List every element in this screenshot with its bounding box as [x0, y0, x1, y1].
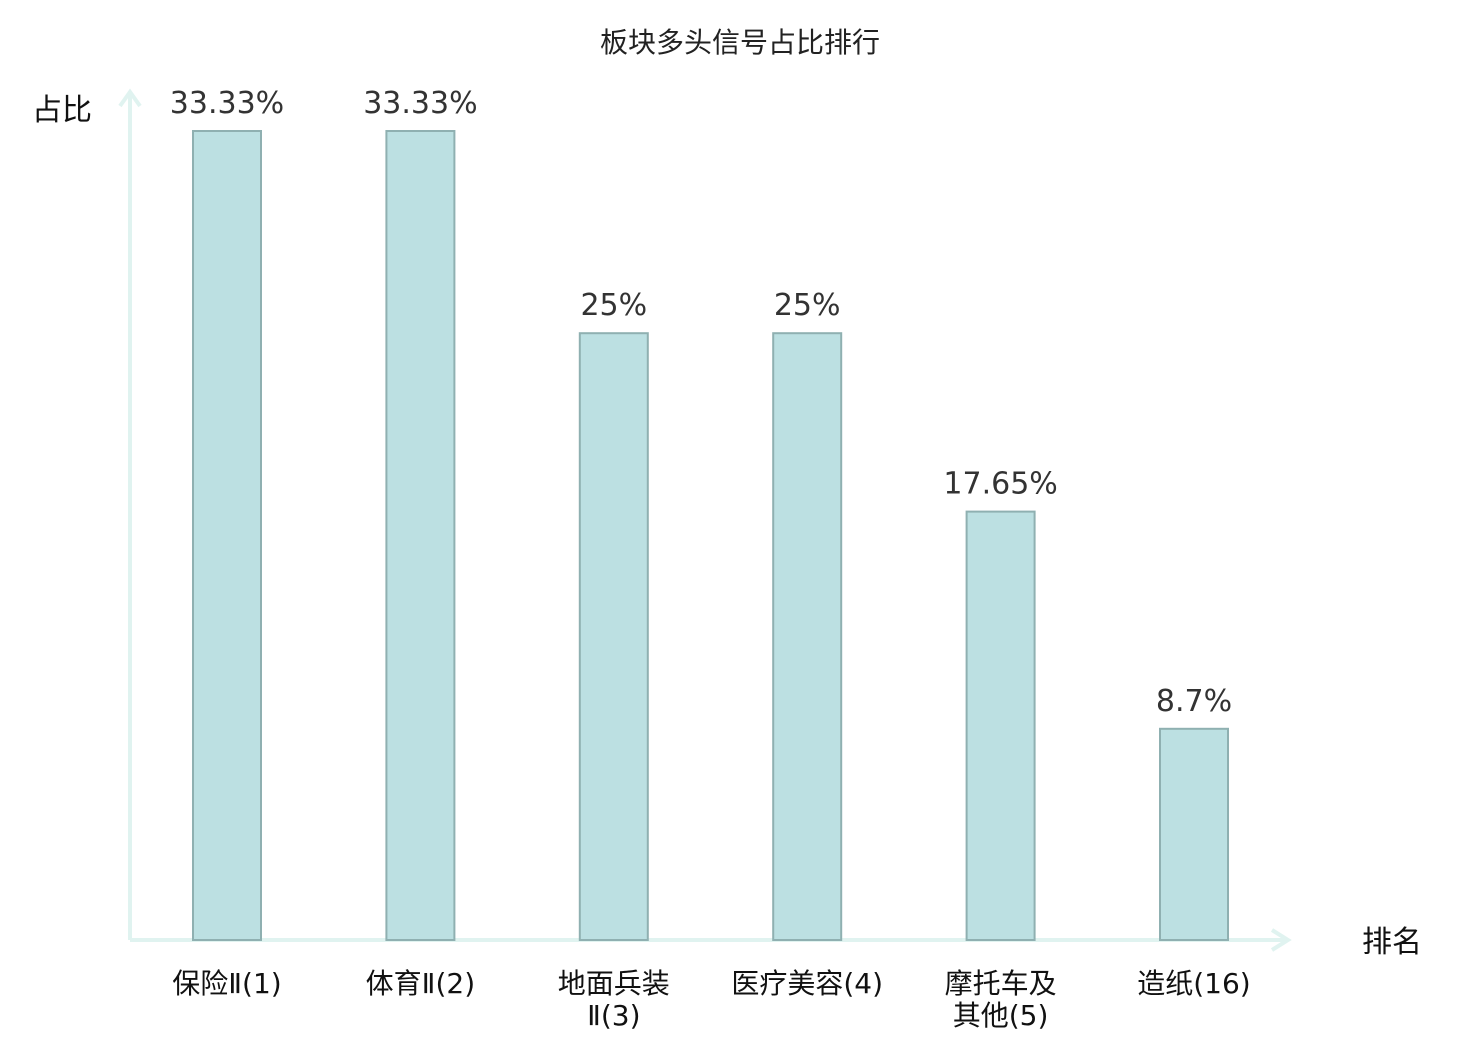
x-tick-label-5-line-2: 其他(5): [953, 999, 1049, 1032]
x-tick-label-1-line-1: 保险Ⅱ(1): [172, 967, 281, 1000]
x-tick-label-5: 摩托车及其他(5): [945, 967, 1057, 1032]
bar-1: [192, 130, 262, 941]
y-axis-title: 占比: [32, 93, 92, 128]
axes: [118, 88, 1292, 952]
bar-4: [772, 332, 843, 941]
x-tick-label-2: 体育Ⅱ(2): [366, 967, 475, 1000]
x-axis-arrow: [1270, 928, 1292, 952]
x-tick-label-4-line-1: 医疗美容(4): [731, 967, 883, 1000]
chart-title: 板块多头信号占比排行: [600, 26, 880, 59]
bar-3: [578, 332, 649, 941]
x-tick-labels: 保险Ⅱ(1) 体育Ⅱ(2) 地面兵装 Ⅱ(3) 医疗美容(4) 摩托车及其他(5) 造纸(1…: [172, 967, 1250, 1032]
x-tick-label-5-line-1: 摩托车及: [945, 967, 1057, 1000]
x-tick-label-1: 保险Ⅱ(1): [172, 967, 281, 1000]
value-label-1: 33.33%: [170, 86, 284, 121]
x-axis-title: 排名: [1362, 925, 1422, 960]
x-tick-label-3: 地面兵装 Ⅱ(3): [558, 967, 670, 1032]
value-label-3: 25%: [580, 288, 647, 323]
x-tick-label-6-line-1: 造纸(16): [1137, 967, 1250, 1000]
bars: [192, 130, 1229, 941]
bar-2: [385, 130, 456, 941]
bar-5: [965, 510, 1036, 941]
value-label-2: 33.33%: [363, 86, 477, 121]
x-tick-label-3-line-2: Ⅱ(3): [587, 999, 640, 1032]
x-tick-label-6: 造纸(16): [1137, 967, 1250, 1000]
value-labels: 33.33% 33.33% 25% 25% 17.65% 8.7%: [170, 86, 1232, 719]
x-tick-label-3-line-1: 地面兵装: [558, 967, 670, 1000]
value-label-6: 8.7%: [1156, 684, 1232, 719]
bar-6: [1159, 727, 1229, 941]
y-axis-arrow: [118, 88, 142, 108]
x-tick-label-2-line-1: 体育Ⅱ(2): [366, 967, 475, 1000]
x-tick-label-4: 医疗美容(4): [731, 967, 883, 1000]
value-label-4: 25%: [774, 288, 841, 323]
value-label-5: 17.65%: [943, 467, 1057, 502]
